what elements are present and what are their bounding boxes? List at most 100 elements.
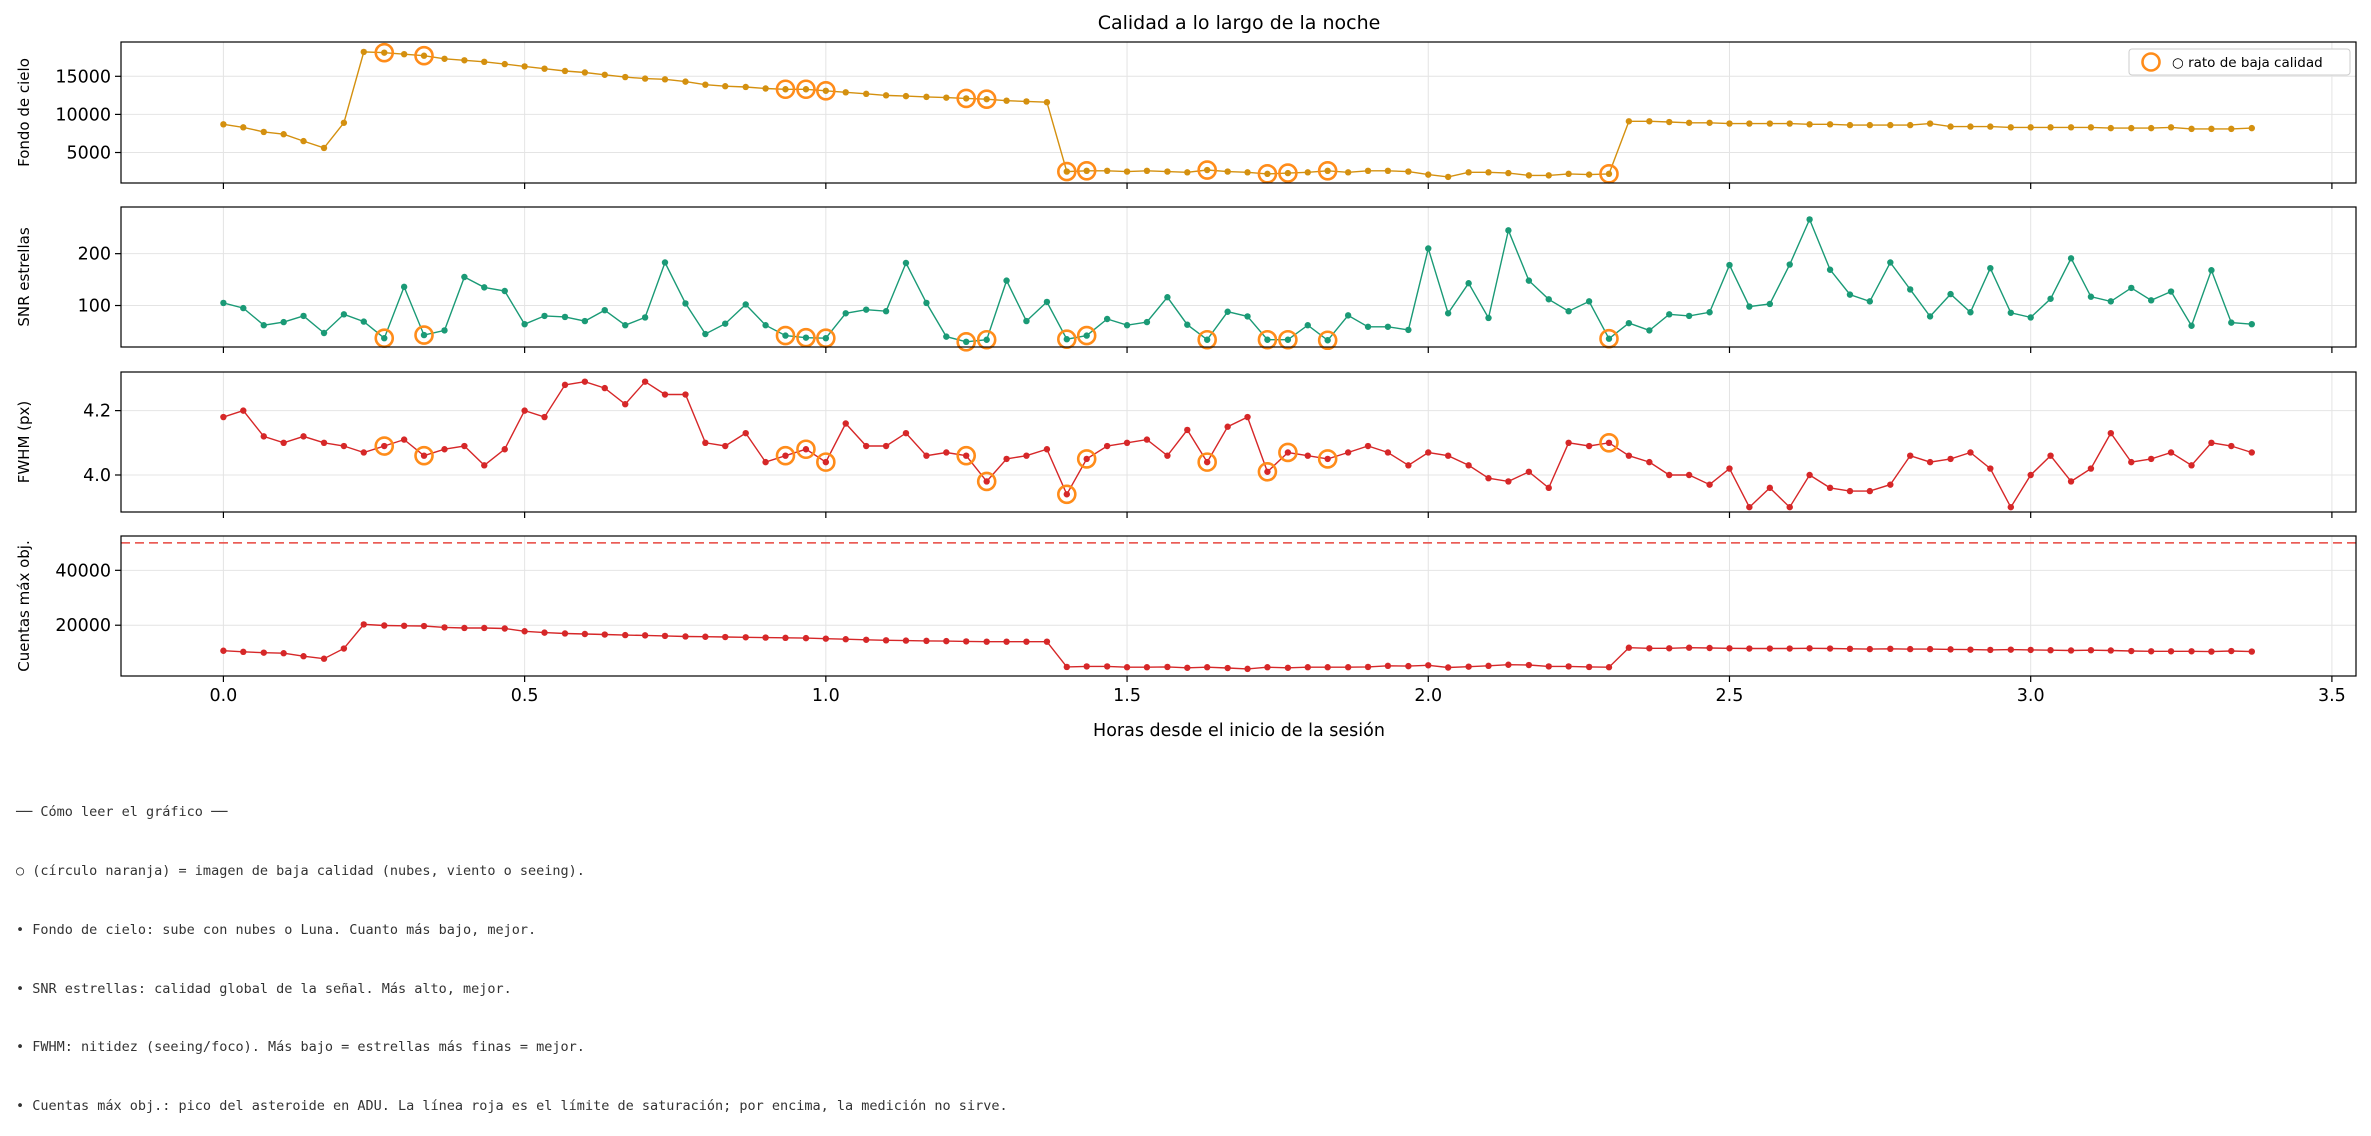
data-point	[481, 284, 488, 291]
data-point	[360, 318, 367, 325]
data-point	[1003, 277, 1010, 284]
data-point	[1545, 172, 1552, 179]
data-point	[280, 131, 287, 138]
data-point	[1083, 455, 1090, 463]
low-quality-marker	[1076, 449, 1097, 469]
data-point	[1646, 645, 1653, 652]
data-point	[1003, 97, 1010, 104]
low-quality-marker	[1076, 325, 1097, 346]
data-point	[2188, 462, 2195, 469]
data-point	[1505, 661, 1512, 668]
data-point	[1685, 471, 1693, 479]
data-point	[1425, 662, 1432, 669]
data-point	[220, 647, 227, 654]
data-point	[1123, 322, 1131, 329]
data-point	[1063, 491, 1071, 498]
data-point	[661, 391, 669, 398]
data-point	[2107, 124, 2115, 132]
data-point	[1826, 484, 1834, 492]
data-point	[1103, 442, 1111, 450]
data-point	[601, 71, 608, 78]
data-point	[1706, 119, 1713, 126]
data-point	[2147, 455, 2155, 463]
data-point	[923, 452, 930, 459]
data-point	[240, 304, 247, 312]
data-point	[1505, 169, 1512, 177]
data-point	[661, 259, 669, 266]
data-point	[1666, 471, 1673, 479]
data-point	[762, 85, 769, 92]
data-point	[1947, 455, 1954, 463]
data-point	[1726, 120, 1733, 127]
data-point	[400, 283, 408, 291]
data-point	[1826, 645, 1834, 652]
data-point	[923, 299, 930, 307]
low-quality-marker	[976, 471, 997, 492]
data-point	[300, 653, 307, 660]
data-point	[1444, 664, 1452, 671]
data-point	[1585, 171, 1593, 178]
data-point	[2107, 298, 2115, 305]
low-quality-marker	[1076, 161, 1097, 181]
data-point	[1043, 446, 1051, 453]
data-point	[240, 648, 247, 656]
data-point	[1184, 426, 1191, 434]
x-tick-label: 0.0	[209, 686, 237, 706]
data-point	[902, 92, 910, 100]
data-point	[822, 334, 830, 342]
data-point	[1726, 465, 1733, 472]
data-point	[702, 81, 709, 88]
data-point	[2027, 124, 2034, 131]
panel-background	[121, 536, 2356, 676]
low-quality-marker	[775, 445, 796, 466]
data-point	[1123, 439, 1131, 447]
low-quality-marker	[1197, 160, 1217, 180]
data-point	[2228, 125, 2235, 133]
low-quality-marker	[816, 452, 836, 472]
data-point	[1284, 664, 1292, 671]
data-point	[762, 634, 769, 641]
data-point	[1786, 503, 1793, 511]
data-point	[2007, 124, 2015, 131]
data-point	[1646, 327, 1653, 334]
data-point	[1685, 119, 1693, 126]
data-point	[280, 439, 287, 447]
data-point	[1083, 663, 1090, 670]
data-point	[581, 317, 589, 325]
data-point	[1164, 452, 1171, 459]
data-point	[561, 313, 569, 321]
data-point	[601, 306, 608, 314]
data-point	[923, 93, 930, 101]
data-point	[943, 94, 950, 101]
data-point	[521, 320, 528, 328]
data-point	[1344, 664, 1352, 671]
y-tick-label: 40000	[55, 561, 111, 581]
data-point	[1244, 413, 1251, 421]
data-point	[1203, 664, 1211, 671]
data-point	[2128, 647, 2135, 655]
y-tick-label: 4.2	[83, 402, 111, 422]
x-tick-label: 2.0	[1414, 686, 1442, 706]
data-point	[2208, 648, 2215, 655]
data-point	[1605, 439, 1613, 447]
low-quality-marker	[775, 79, 796, 100]
data-point	[1063, 663, 1071, 671]
data-point	[1766, 120, 1774, 127]
data-point	[1143, 664, 1151, 671]
low-quality-marker	[374, 42, 395, 63]
data-point	[1364, 663, 1372, 671]
series-line	[223, 51, 2252, 178]
low-quality-marker	[374, 436, 395, 456]
data-point	[240, 124, 247, 131]
data-point	[2027, 471, 2034, 479]
data-point	[1083, 332, 1090, 339]
data-point	[902, 637, 910, 644]
data-point	[541, 629, 548, 636]
note-line: • Fondo de cielo: sube con nubes o Luna.…	[16, 921, 537, 938]
data-point	[1023, 98, 1030, 105]
low-quality-marker	[1599, 164, 1619, 184]
data-point	[1525, 661, 1533, 669]
data-point	[400, 622, 408, 629]
data-point	[1726, 645, 1733, 652]
low-quality-marker	[1197, 452, 1217, 472]
